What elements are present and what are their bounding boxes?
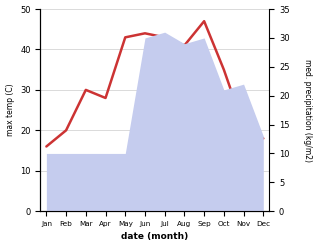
Y-axis label: max temp (C): max temp (C): [5, 84, 15, 136]
X-axis label: date (month): date (month): [121, 232, 189, 242]
Y-axis label: med. precipitation (kg/m2): med. precipitation (kg/m2): [303, 59, 313, 162]
